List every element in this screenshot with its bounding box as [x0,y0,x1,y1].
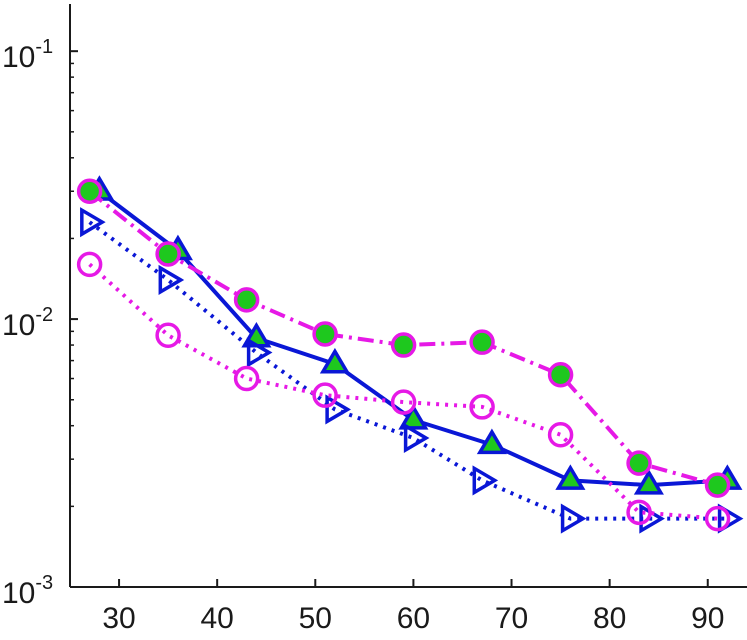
series-3-point [626,499,652,526]
x-tick-label: 90 [691,602,724,635]
series-0-point [319,347,350,374]
series-0-point [398,403,429,430]
series-3 [76,251,731,532]
ticks: 30 40 50 60 70 80 90 10-1 10-2 10-3 [2,36,724,635]
series-2-point [155,241,181,267]
series-3-line [88,262,718,521]
series-2-point [704,472,731,498]
series-3-point [390,389,417,415]
series-1-point [80,207,106,238]
series-2-point [469,329,495,355]
series-0-point [555,464,586,490]
series-1-point [158,264,185,295]
series-2-point [233,287,260,313]
series-1 [80,207,744,534]
series-1-point [717,503,744,534]
series-1-line [88,220,728,521]
series-2-point [626,450,652,476]
series-0-point [633,469,664,495]
y-tick-label: 10-2 [2,304,53,342]
series-1-point [560,503,587,534]
series-3-point [155,322,181,349]
x-tick-label: 60 [397,602,430,635]
series-3-point [312,382,338,408]
series-2-point [390,332,417,358]
series-2 [76,178,731,498]
series-1-point [472,465,499,496]
series-2-point [547,361,574,388]
x-tick-label: 30 [102,602,135,635]
series-3-point [469,394,495,420]
x-tick-label: 70 [495,602,528,635]
series-1-point [325,394,351,425]
y-tick-label: 10-1 [2,36,53,74]
series-3-point [233,365,260,392]
series-0-point [476,428,507,455]
series-layer [76,175,744,534]
axes [69,4,747,588]
series-2-point [76,178,103,205]
y-tick-label: 10-3 [2,572,53,610]
x-tick-label: 80 [593,602,626,635]
series-2-point [312,321,338,347]
x-tick-label: 40 [200,602,233,635]
x-tick-label: 50 [299,602,332,635]
series-1-point [246,337,273,368]
series-3-point [547,422,574,448]
series-3-point [704,505,731,532]
series-1-point [403,422,430,454]
series-3-point [76,251,103,278]
